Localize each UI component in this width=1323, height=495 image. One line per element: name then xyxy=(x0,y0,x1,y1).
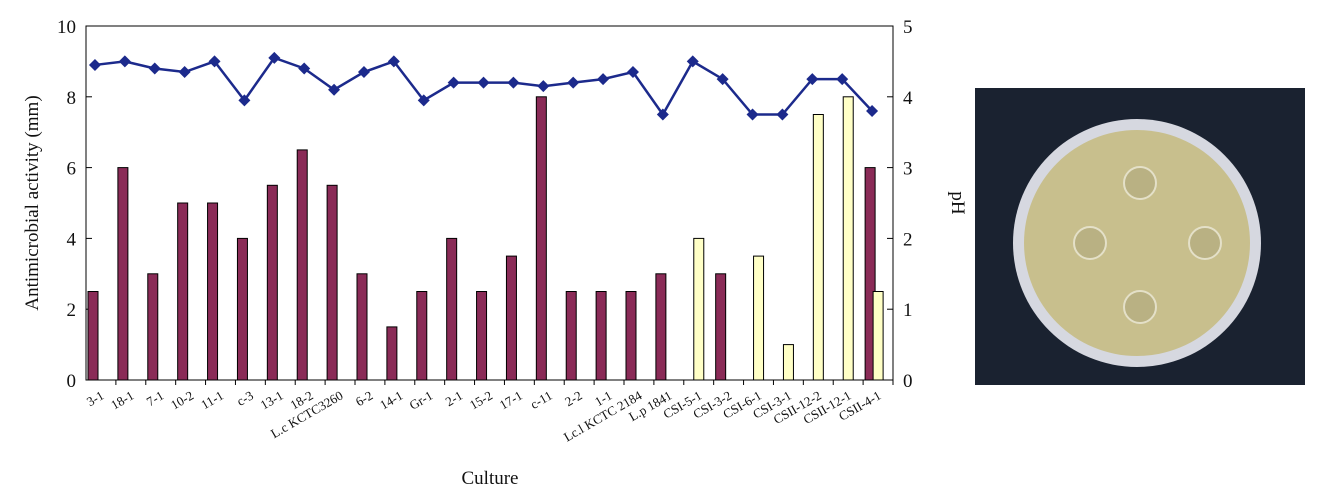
bar xyxy=(536,97,546,380)
bar xyxy=(297,150,307,380)
ph-marker xyxy=(537,80,549,92)
x-tick-label: 11-1 xyxy=(198,388,226,413)
well xyxy=(1124,291,1156,323)
bar xyxy=(357,274,367,380)
y2-tick-label: 1 xyxy=(903,300,913,321)
bar xyxy=(873,292,883,381)
ph-marker xyxy=(119,55,131,67)
bar xyxy=(327,185,337,380)
well xyxy=(1124,167,1156,199)
bar xyxy=(843,97,853,380)
ph-marker xyxy=(507,77,519,89)
y2-tick-label: 3 xyxy=(903,159,913,180)
bar xyxy=(626,292,636,381)
y-tick-label: 8 xyxy=(67,88,77,109)
x-tick-label: 2-2 xyxy=(562,388,585,410)
bar xyxy=(477,292,487,381)
bar xyxy=(88,292,98,381)
bar xyxy=(387,327,397,380)
ph-marker xyxy=(448,77,460,89)
y-tick-label: 2 xyxy=(67,300,77,321)
bar xyxy=(783,345,793,380)
bar xyxy=(566,292,576,381)
bar xyxy=(754,256,764,380)
bar xyxy=(656,274,666,380)
x-tick-label: 7-1 xyxy=(144,388,167,410)
photo xyxy=(975,88,1305,385)
y2-tick-label: 4 xyxy=(903,88,913,109)
ph-marker xyxy=(358,66,370,78)
bar xyxy=(716,274,726,380)
page-body: {"chart_data": {"type": "bar-line", "x_l… xyxy=(0,0,1323,495)
x-tick-label: 14-1 xyxy=(377,388,405,413)
x-tick-label: 6-2 xyxy=(353,388,376,410)
x-tick-label: 15-2 xyxy=(467,388,495,413)
bar xyxy=(118,168,128,380)
ph-marker xyxy=(179,66,191,78)
x-tick-label: 18-1 xyxy=(108,388,136,413)
x-tick-label: 17-1 xyxy=(497,388,525,413)
ph-marker xyxy=(89,59,101,71)
x-axis-title: Culture xyxy=(462,468,519,489)
bar xyxy=(267,185,277,380)
well xyxy=(1074,227,1106,259)
y-tick-label: 0 xyxy=(67,371,77,392)
chart: Culture Antimicrobial activity (mm) pH 0… xyxy=(0,0,1323,495)
ph-marker xyxy=(687,55,699,67)
y2-axis-title: pH xyxy=(947,191,968,215)
x-tick-label: 13-1 xyxy=(258,388,286,413)
x-tick-label: c-11 xyxy=(528,388,555,412)
bar xyxy=(148,274,158,380)
bar xyxy=(813,115,823,381)
bar xyxy=(208,203,218,380)
bar xyxy=(417,292,427,381)
plot-frame xyxy=(86,26,893,380)
bar xyxy=(178,203,188,380)
ph-marker xyxy=(149,62,161,74)
y2-tick-label: 2 xyxy=(903,229,913,250)
bar xyxy=(694,238,704,380)
bar xyxy=(596,292,606,381)
bar xyxy=(237,238,247,380)
y2-tick-label: 5 xyxy=(903,17,913,38)
x-tick-label: 10-2 xyxy=(168,388,196,413)
y2-tick-label: 0 xyxy=(903,371,913,392)
y-tick-label: 6 xyxy=(67,159,77,180)
x-tick-label: Gr-1 xyxy=(407,388,436,413)
x-tick-label: 3-1 xyxy=(84,388,107,410)
y-tick-label: 4 xyxy=(67,229,77,250)
x-tick-label: 2-1 xyxy=(443,388,466,410)
ph-marker xyxy=(478,77,490,89)
y-tick-label: 10 xyxy=(57,17,76,38)
y-axis-title: Antimicrobial activity (mm) xyxy=(22,95,43,310)
bar xyxy=(506,256,516,380)
ph-marker xyxy=(567,77,579,89)
x-tick-label: c-3 xyxy=(234,388,256,409)
well xyxy=(1189,227,1221,259)
bar xyxy=(447,238,457,380)
page: html, body { margin: 0; padding: 0; back… xyxy=(0,0,1323,495)
ph-marker xyxy=(597,73,609,85)
